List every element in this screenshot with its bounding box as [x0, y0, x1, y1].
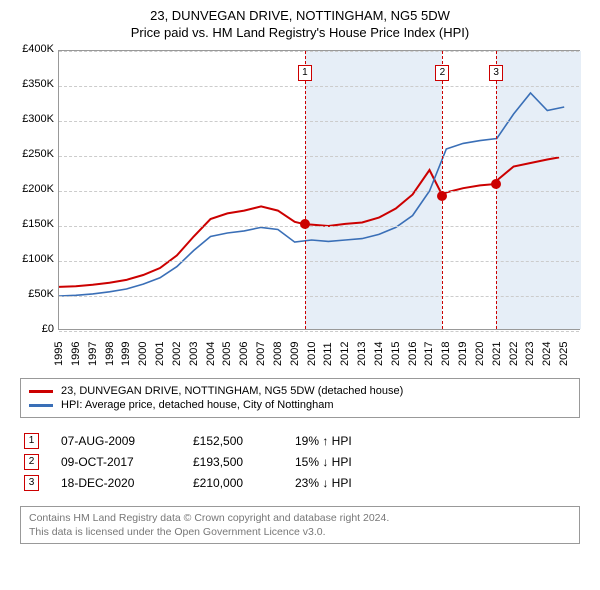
footer-box: Contains HM Land Registry data © Crown c…	[20, 506, 580, 544]
legend-label: HPI: Average price, detached house, City…	[61, 399, 334, 411]
x-tick-label: 2023	[524, 342, 536, 366]
txn-date: 07-AUG-2009	[61, 434, 171, 448]
footer-line1: Contains HM Land Registry data © Crown c…	[29, 511, 571, 525]
x-tick-label: 2009	[289, 342, 301, 366]
chart-container: 23, DUNVEGAN DRIVE, NOTTINGHAM, NG5 5DW …	[0, 0, 600, 590]
x-tick-label: 2014	[373, 342, 385, 366]
x-tick-label: 1998	[104, 342, 116, 366]
x-tick-label: 2001	[154, 342, 166, 366]
x-tick-label: 2022	[508, 342, 520, 366]
x-tick-label: 2003	[188, 342, 200, 366]
x-tick-label: 1997	[87, 342, 99, 366]
legend-item: HPI: Average price, detached house, City…	[29, 399, 571, 411]
x-tick-label: 2018	[440, 342, 452, 366]
txn-price: £210,000	[193, 476, 273, 490]
transaction-row: 2 09-OCT-2017 £193,500 15% ↓ HPI	[20, 454, 580, 470]
x-axis-labels: 1995199619971998199920002001200220032004…	[58, 334, 580, 374]
marker-dot	[437, 191, 447, 201]
txn-marker-box: 1	[24, 433, 39, 449]
txn-diff: 19% ↑ HPI	[295, 434, 352, 448]
marker-box: 1	[298, 65, 312, 81]
series-line-hpi	[59, 93, 564, 296]
x-tick-label: 2013	[356, 342, 368, 366]
marker-box: 2	[435, 65, 449, 81]
x-tick-label: 1996	[70, 342, 82, 366]
txn-marker-box: 2	[24, 454, 39, 470]
y-tick-label: £300K	[12, 113, 54, 125]
x-tick-label: 2020	[474, 342, 486, 366]
transaction-row: 1 07-AUG-2009 £152,500 19% ↑ HPI	[20, 433, 580, 449]
marker-line	[496, 51, 497, 329]
y-tick-label: £150K	[12, 218, 54, 230]
y-tick-label: £100K	[12, 253, 54, 265]
x-tick-label: 2008	[272, 342, 284, 366]
x-tick-label: 1995	[53, 342, 65, 366]
y-tick-label: £200K	[12, 183, 54, 195]
marker-box: 3	[489, 65, 503, 81]
plot-area: 1 2 3	[58, 50, 580, 330]
txn-diff: 23% ↓ HPI	[295, 476, 352, 490]
y-tick-label: £350K	[12, 78, 54, 90]
legend-swatch	[29, 404, 53, 407]
legend-item: 23, DUNVEGAN DRIVE, NOTTINGHAM, NG5 5DW …	[29, 385, 571, 397]
x-tick-label: 2004	[205, 342, 217, 366]
x-tick-label: 2011	[322, 342, 334, 366]
txn-price: £152,500	[193, 434, 273, 448]
txn-marker-box: 3	[24, 475, 39, 491]
x-tick-label: 2012	[339, 342, 351, 366]
x-tick-label: 2024	[541, 342, 553, 366]
x-tick-label: 2000	[137, 342, 149, 366]
transaction-row: 3 18-DEC-2020 £210,000 23% ↓ HPI	[20, 475, 580, 491]
chart-title: 23, DUNVEGAN DRIVE, NOTTINGHAM, NG5 5DW	[12, 8, 588, 23]
txn-diff: 15% ↓ HPI	[295, 455, 352, 469]
footer-line2: This data is licensed under the Open Gov…	[29, 525, 571, 539]
txn-date: 18-DEC-2020	[61, 476, 171, 490]
txn-price: £193,500	[193, 455, 273, 469]
x-tick-label: 2010	[306, 342, 318, 366]
chart-zone: 1 2 3 1995 1996 1997 1998 1999 2000 2001 2002 2003…	[12, 46, 588, 376]
y-tick-label: £400K	[12, 43, 54, 55]
y-tick-label: £50K	[12, 288, 54, 300]
marker-line	[305, 51, 306, 329]
legend-box: 23, DUNVEGAN DRIVE, NOTTINGHAM, NG5 5DW …	[20, 378, 580, 418]
x-tick-label: 2021	[491, 342, 503, 366]
marker-dot	[491, 179, 501, 189]
y-tick-label: £0	[12, 323, 54, 335]
x-tick-label: 2017	[423, 342, 435, 366]
x-tick-label: 2007	[255, 342, 267, 366]
x-tick-label: 2015	[390, 342, 402, 366]
x-tick-label: 1999	[120, 342, 132, 366]
x-tick-label: 2006	[238, 342, 250, 366]
chart-subtitle: Price paid vs. HM Land Registry's House …	[12, 25, 588, 40]
marker-dot	[300, 219, 310, 229]
x-tick-label: 2025	[558, 342, 570, 366]
y-tick-label: £250K	[12, 148, 54, 160]
transactions: 1 07-AUG-2009 £152,500 19% ↑ HPI 2 09-OC…	[20, 428, 580, 496]
x-tick-label: 2002	[171, 342, 183, 366]
legend-label: 23, DUNVEGAN DRIVE, NOTTINGHAM, NG5 5DW …	[61, 385, 403, 397]
x-tick-label: 2019	[457, 342, 469, 366]
x-tick-label: 2005	[221, 342, 233, 366]
txn-date: 09-OCT-2017	[61, 455, 171, 469]
legend-swatch	[29, 390, 53, 393]
x-tick-label: 2016	[407, 342, 419, 366]
